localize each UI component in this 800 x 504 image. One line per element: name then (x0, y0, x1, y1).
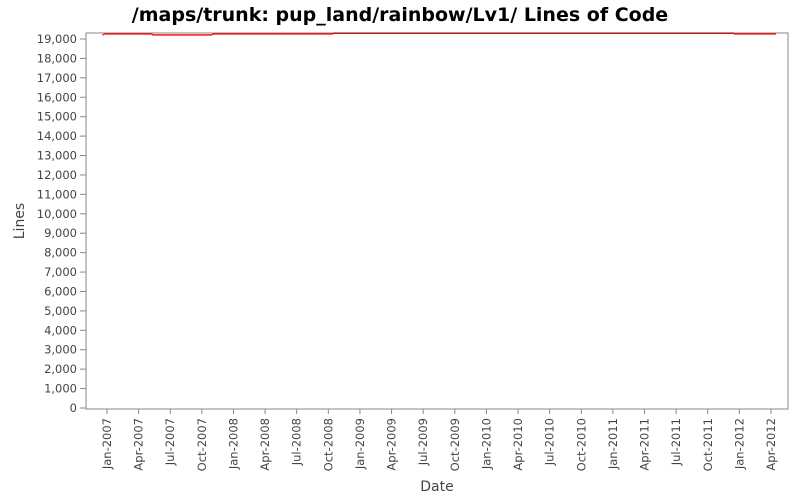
y-axis-label: Lines (12, 203, 28, 239)
y-tick-label: 13,000 (37, 149, 77, 163)
y-tick-label: 7,000 (44, 265, 77, 279)
y-tick-label: 17,000 (37, 71, 77, 85)
y-tick-label: 14,000 (37, 129, 77, 143)
x-tick-label: Apr-2008 (258, 418, 272, 471)
chart-title: /maps/trunk: pup_land/rainbow/Lv1/ Lines… (132, 4, 668, 26)
x-tick-label: Oct-2010 (574, 418, 588, 471)
x-tick-label: Apr-2009 (385, 418, 399, 471)
x-tick-label: Apr-2012 (764, 418, 778, 471)
x-axis-label: Date (420, 479, 453, 495)
x-tick-label: Oct-2011 (701, 418, 715, 471)
y-tick-label: 4,000 (44, 323, 77, 337)
plot-area (85, 32, 789, 410)
y-tick-label: 0 (70, 401, 77, 415)
y-tick-label: 5,000 (44, 304, 77, 318)
y-tick-label: 9,000 (44, 226, 77, 240)
y-tick-label: 12,000 (37, 168, 77, 182)
y-tick-label: 1,000 (44, 382, 77, 396)
x-tick-label: Oct-2007 (195, 418, 209, 471)
y-tick-label: 18,000 (37, 51, 77, 65)
x-tick-label: Oct-2008 (321, 418, 335, 471)
x-tick-label: Jul-2007 (163, 418, 177, 466)
x-tick-label: Jul-2011 (669, 418, 683, 466)
y-tick-label: 2,000 (44, 362, 77, 376)
x-tick-label: Jul-2010 (543, 418, 557, 466)
x-tick-label: Oct-2009 (448, 418, 462, 471)
y-tick-label: 11,000 (37, 187, 77, 201)
x-tick-label: Jul-2008 (290, 418, 304, 466)
x-tick-label: Jan-2011 (606, 418, 620, 470)
x-tick-label: Apr-2007 (132, 418, 146, 471)
x-tick-label: Jan-2007 (100, 418, 114, 470)
x-tick-label: Apr-2011 (638, 418, 652, 471)
y-tick-label: 3,000 (44, 343, 77, 357)
y-tick-label: 16,000 (37, 90, 77, 104)
y-tick-label: 10,000 (37, 207, 77, 221)
y-tick-label: 6,000 (44, 284, 77, 298)
x-tick-label: Jan-2010 (479, 418, 493, 470)
x-tick-label: Jan-2008 (226, 418, 240, 470)
y-tick-label: 15,000 (37, 110, 77, 124)
y-tick-label: 8,000 (44, 246, 77, 260)
y-tick-label: 19,000 (37, 32, 77, 46)
x-tick-label: Apr-2010 (511, 418, 525, 471)
x-tick-label: Jul-2009 (416, 418, 430, 466)
x-tick-label: Jan-2009 (353, 418, 367, 470)
x-tick-label: Jan-2012 (732, 418, 746, 470)
